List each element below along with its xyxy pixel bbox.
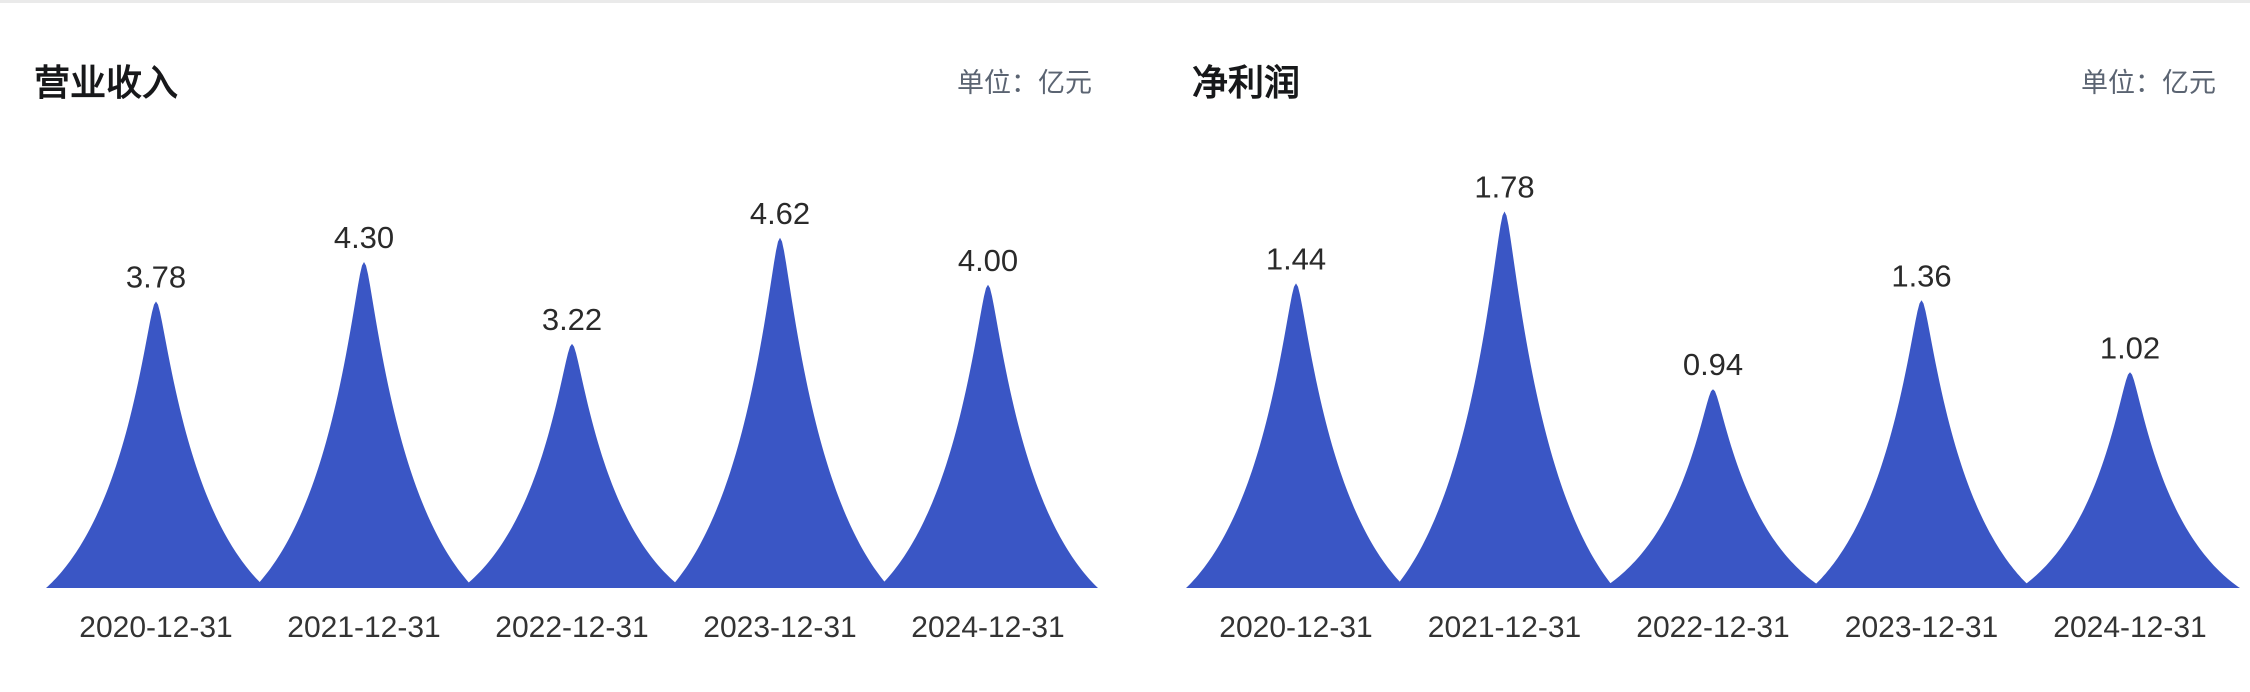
- net-profit-peaks-chart: 1.44 2020-12-31 1.78 2021-12-31 0.94 2022-12-…: [1186, 170, 2240, 644]
- revenue-chart-header: 营业收入 单位：亿元: [34, 3, 1092, 107]
- value-label-2021-12-31: 1.78: [1474, 170, 1534, 205]
- peak-area-2021-12-31[interactable]: [1394, 211, 1615, 589]
- value-label-2022-12-31: 3.22: [542, 302, 602, 337]
- peak-area-2020-12-31[interactable]: [46, 301, 266, 589]
- value-label-2024-12-31: 4.00: [958, 243, 1018, 278]
- net-profit-chart-title: 净利润: [1192, 62, 1301, 103]
- revenue-peaks-chart: 3.78 2020-12-31 4.30 2021-12-31 3.22 2022-12-…: [46, 196, 1098, 644]
- value-label-2024-12-31: 1.02: [2100, 330, 2160, 365]
- chart-card-revenue: 营业收入 单位：亿元 3.78 2020-12-31 4.30 2021-12-31 3…: [34, 3, 1098, 668]
- net-profit-chart-header: 净利润 单位：亿元: [1192, 3, 2216, 107]
- peak-area-2021-12-31[interactable]: [254, 262, 474, 588]
- value-label-2023-12-31: 1.36: [1891, 258, 1951, 293]
- x-axis-label-2023-12-31: 2023-12-31: [1845, 611, 1998, 644]
- x-axis-label-2024-12-31: 2024-12-31: [911, 611, 1064, 644]
- x-axis-label-2021-12-31: 2021-12-31: [1428, 611, 1581, 644]
- x-axis-label-2022-12-31: 2022-12-31: [495, 611, 648, 644]
- value-label-2021-12-31: 4.30: [334, 220, 394, 255]
- peak-area-2023-12-31[interactable]: [1811, 300, 2032, 588]
- x-axis-label-2023-12-31: 2023-12-31: [703, 611, 856, 644]
- x-axis-label-2020-12-31: 2020-12-31: [79, 611, 232, 644]
- revenue-chart-title: 营业收入: [34, 62, 179, 103]
- x-axis-label-2021-12-31: 2021-12-31: [287, 611, 440, 644]
- page: 营业收入 单位：亿元 3.78 2020-12-31 4.30 2021-12-31 3…: [0, 0, 2250, 668]
- charts-row: 营业收入 单位：亿元 3.78 2020-12-31 4.30 2021-12-31 3…: [0, 3, 2250, 668]
- top-border: [0, 0, 2250, 3]
- x-axis-label-2020-12-31: 2020-12-31: [1219, 611, 1372, 644]
- value-label-2023-12-31: 4.62: [750, 196, 810, 231]
- chart-card-net-profit: 净利润 单位：亿元 1.44 2020-12-31 1.78 2021-12-31 0.…: [1186, 3, 2240, 668]
- peak-area-2020-12-31[interactable]: [1186, 283, 1406, 588]
- revenue-unit-label: 单位：亿元: [957, 68, 1092, 98]
- value-label-2020-12-31: 1.44: [1266, 241, 1326, 276]
- x-axis-label-2022-12-31: 2022-12-31: [1636, 611, 1789, 644]
- value-label-2022-12-31: 0.94: [1683, 347, 1743, 382]
- peak-area-2024-12-31[interactable]: [878, 284, 1098, 588]
- x-axis-label-2024-12-31: 2024-12-31: [2053, 611, 2206, 644]
- peak-area-2024-12-31[interactable]: [2020, 372, 2240, 588]
- value-label-2020-12-31: 3.78: [126, 260, 186, 295]
- peak-area-2023-12-31[interactable]: [670, 237, 890, 589]
- peak-area-2022-12-31[interactable]: [462, 343, 682, 588]
- peak-area-2022-12-31[interactable]: [1603, 389, 1823, 588]
- net-profit-unit-label: 单位：亿元: [2081, 68, 2216, 98]
